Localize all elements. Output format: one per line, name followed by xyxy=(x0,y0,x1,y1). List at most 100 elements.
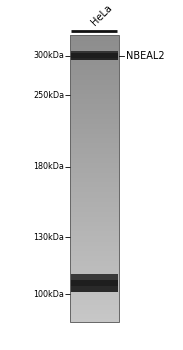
Bar xyxy=(70,130,119,131)
Bar xyxy=(70,69,119,70)
Bar xyxy=(70,320,119,321)
Bar xyxy=(70,138,119,139)
Bar xyxy=(70,104,119,105)
Bar xyxy=(70,176,119,177)
Bar xyxy=(70,217,119,219)
Bar xyxy=(70,249,119,250)
Bar xyxy=(70,63,119,65)
Bar xyxy=(70,36,119,37)
Bar xyxy=(70,58,119,60)
Bar xyxy=(70,179,119,180)
Bar xyxy=(70,271,119,272)
Bar xyxy=(70,142,119,143)
Bar xyxy=(70,134,119,135)
Bar xyxy=(70,191,119,192)
Bar xyxy=(70,122,119,123)
Bar xyxy=(70,186,119,187)
Bar xyxy=(70,212,119,213)
Bar xyxy=(70,164,119,165)
Bar xyxy=(70,278,119,279)
Bar xyxy=(70,214,119,215)
Bar xyxy=(70,206,119,207)
Bar xyxy=(70,310,119,312)
Bar xyxy=(70,253,119,254)
Bar xyxy=(70,259,119,260)
Bar xyxy=(70,146,119,147)
Bar xyxy=(70,80,119,82)
Bar xyxy=(70,190,119,191)
Bar xyxy=(70,295,119,296)
Bar xyxy=(70,264,119,266)
Bar xyxy=(70,280,119,282)
Bar xyxy=(70,83,119,85)
Bar xyxy=(70,234,119,235)
Bar xyxy=(70,226,119,227)
Bar xyxy=(70,140,119,141)
Bar xyxy=(70,159,119,160)
Bar xyxy=(70,132,119,134)
Text: 180kDa: 180kDa xyxy=(33,162,64,171)
Bar xyxy=(70,109,119,111)
Bar xyxy=(70,277,119,278)
Bar xyxy=(70,291,119,292)
Bar xyxy=(70,197,119,198)
Bar xyxy=(70,65,119,66)
Bar xyxy=(70,117,119,118)
Bar xyxy=(70,274,119,275)
Bar xyxy=(70,248,119,249)
Bar xyxy=(70,269,119,270)
Bar xyxy=(70,72,119,73)
Bar xyxy=(70,96,119,97)
Bar xyxy=(70,204,119,205)
Bar xyxy=(70,201,119,202)
Bar xyxy=(70,149,119,151)
Bar xyxy=(70,125,119,126)
Bar xyxy=(70,107,119,108)
Bar xyxy=(70,184,119,185)
Bar xyxy=(70,260,119,262)
Bar xyxy=(70,52,119,53)
Bar xyxy=(70,120,119,121)
Text: HeLa: HeLa xyxy=(89,3,114,27)
Bar xyxy=(70,43,119,44)
Bar xyxy=(70,211,119,212)
Bar xyxy=(70,231,119,232)
Bar xyxy=(70,258,119,259)
Bar xyxy=(70,315,119,316)
Bar xyxy=(70,41,119,43)
Bar xyxy=(70,100,119,101)
Bar xyxy=(70,224,119,225)
Bar xyxy=(70,165,119,166)
Bar xyxy=(70,53,118,61)
Bar xyxy=(70,238,119,240)
Bar xyxy=(70,243,119,245)
Bar xyxy=(70,135,119,136)
Bar xyxy=(70,154,119,155)
Bar xyxy=(70,106,119,108)
Bar xyxy=(70,50,119,51)
Bar xyxy=(70,307,119,309)
Bar xyxy=(70,180,119,181)
Bar xyxy=(70,40,119,42)
Bar xyxy=(70,130,119,132)
Bar xyxy=(70,40,119,41)
Bar xyxy=(70,148,119,149)
Bar xyxy=(70,157,119,159)
Bar xyxy=(70,137,119,138)
Bar xyxy=(70,185,119,186)
Bar xyxy=(70,68,119,69)
Bar xyxy=(70,218,119,220)
Bar xyxy=(70,158,119,159)
Bar xyxy=(70,55,119,56)
Bar xyxy=(70,144,119,145)
Bar xyxy=(70,306,119,307)
Bar xyxy=(70,296,119,297)
Bar xyxy=(70,194,119,196)
Bar xyxy=(70,114,119,116)
Bar xyxy=(70,95,119,96)
Bar xyxy=(70,216,119,218)
Bar xyxy=(70,312,119,313)
Bar xyxy=(70,302,119,304)
Bar xyxy=(70,262,119,264)
Bar xyxy=(70,167,119,168)
